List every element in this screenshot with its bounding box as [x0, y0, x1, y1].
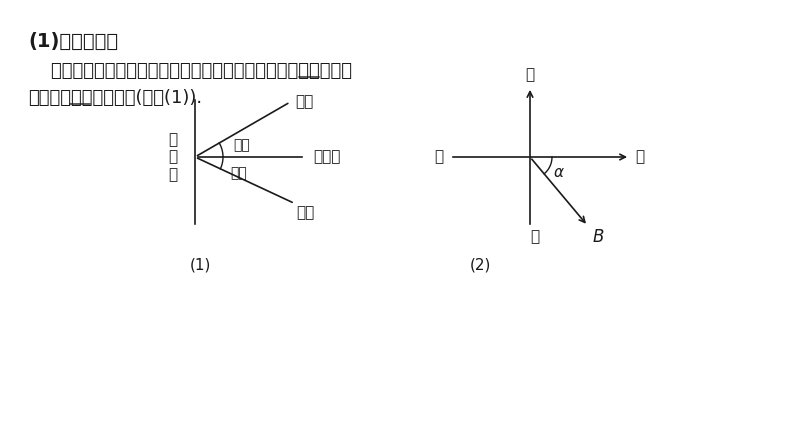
Text: (1): (1) [189, 257, 210, 272]
Text: 在视线和水平线所成的角中，视线在水平线上方的角叫仰角，在: 在视线和水平线所成的角中，视线在水平线上方的角叫仰角，在 [28, 62, 352, 80]
Text: 西: 西 [434, 149, 443, 164]
Text: 水平线: 水平线 [313, 149, 341, 164]
Text: 水平线下方的角叫俯角(如图(1)).: 水平线下方的角叫俯角(如图(1)). [28, 89, 202, 107]
Text: (1)仰角和俯角: (1)仰角和俯角 [28, 32, 118, 51]
Text: 北: 北 [526, 67, 534, 82]
Text: 南: 南 [530, 229, 539, 244]
Text: 东: 东 [635, 149, 644, 164]
Text: 视线: 视线 [297, 206, 315, 220]
Text: 视线: 视线 [295, 94, 314, 110]
Text: 仰角: 仰角 [233, 138, 250, 152]
Text: (2): (2) [469, 257, 491, 272]
Text: 铅
垂
线: 铅 垂 线 [168, 132, 178, 182]
Text: 俯角: 俯角 [230, 166, 247, 180]
Text: α: α [554, 165, 564, 180]
Text: B: B [593, 228, 604, 246]
